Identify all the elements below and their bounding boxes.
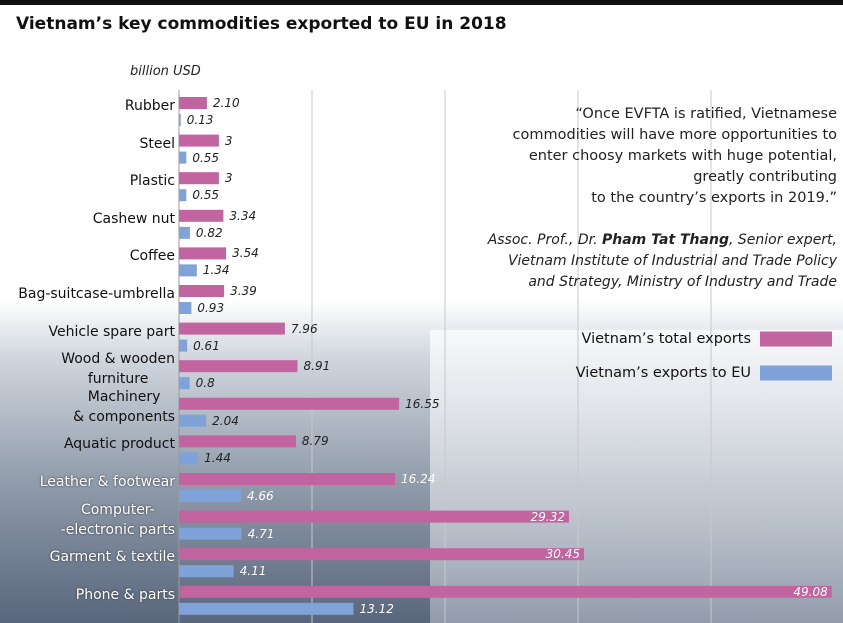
bar [179,510,569,523]
value-label: 1.34 [202,263,230,278]
bar [179,339,188,352]
value-label: 0.8 [195,376,215,391]
attribution-suffix: , Senior expert, Vietnam Institute of In… [507,232,837,290]
category-label: Garment & textile [49,549,175,566]
value-label: 7.96 [290,321,318,336]
legend-swatch [760,331,832,347]
bar [179,527,242,540]
category-label: Aquatic product [63,436,175,453]
value-label: 13.12 [359,601,394,616]
attribution-name: Pham Tat Thang [601,232,729,248]
category-label: Coffee [129,248,175,265]
bar [179,377,190,390]
bar [179,452,199,465]
value-label: 3.54 [232,246,259,261]
value-label: 0.55 [192,188,220,203]
category-label: Rubber [124,98,175,114]
value-label: 3 [224,133,233,148]
bar [179,435,296,448]
value-label: 1.44 [204,451,231,466]
bar [179,490,241,502]
unit-label: billion USD [130,64,201,79]
value-label: 4.71 [247,526,275,541]
bar [179,322,285,335]
value-label: 2.10 [212,96,240,110]
category-label: Bag-suitcase-umbrella [18,286,175,302]
value-label: 16.55 [405,396,440,411]
value-label: 4.11 [239,564,267,579]
bar [179,565,234,578]
category-label: Wood & wooden furniture [61,351,175,388]
value-label: 0.55 [192,150,220,165]
bar [179,264,197,277]
legend-label: Vietnam’s total exports [581,331,752,347]
value-label: 30.45 [545,547,580,562]
value-label: 49.08 [793,584,828,599]
category-label: Vehicle spare part [48,323,176,340]
attribution: Assoc. Prof., Dr. Pham Tat Thang, Senior… [440,230,837,293]
value-label: 4.66 [246,489,274,503]
value-label: 0.61 [193,338,220,353]
legend-label: Vietnam’s exports to EU [575,365,751,381]
top-bar [0,0,843,5]
bar [179,134,219,147]
bar [179,414,207,427]
bar [179,360,298,373]
value-label: 16.24 [400,472,436,486]
chart-title: Vietnam’s key commodities exported to EU… [16,14,507,34]
value-label: 8.91 [303,359,331,374]
category-label: Computer- -electronic parts [60,501,175,538]
value-label: 3.39 [230,284,257,298]
category-label: Steel [139,135,176,152]
bar [179,151,187,164]
value-label: 8.79 [301,434,329,449]
value-label: 0.93 [197,301,225,315]
bar [179,97,207,109]
bar [179,548,584,561]
value-label: 29.32 [530,509,565,524]
bar [179,302,192,314]
value-label: 3.34 [229,208,257,223]
category-label: Leather & footwear [39,474,175,490]
value-label: 0.82 [195,225,223,240]
bar [179,602,354,615]
value-label: 0.13 [186,113,214,127]
category-label: Machinery & components [73,388,175,425]
bar [179,285,225,297]
legend-swatch [760,365,832,381]
bar [179,172,219,185]
bar [179,397,400,410]
bar [179,189,187,202]
bar [179,209,224,222]
attribution-prefix: Assoc. Prof., Dr. [487,232,602,248]
value-label: 2.04 [212,413,239,428]
bar [179,114,181,126]
bar [179,473,395,485]
bar [179,585,832,598]
category-label: Plastic [129,173,175,190]
category-label: Phone & parts [75,586,175,603]
category-label: Cashew nut [92,210,175,227]
value-label: 3 [224,171,233,186]
quote: “Once EVFTA is ratified, Vietnamese comm… [512,106,837,206]
bar [179,226,190,239]
bar [179,247,227,260]
